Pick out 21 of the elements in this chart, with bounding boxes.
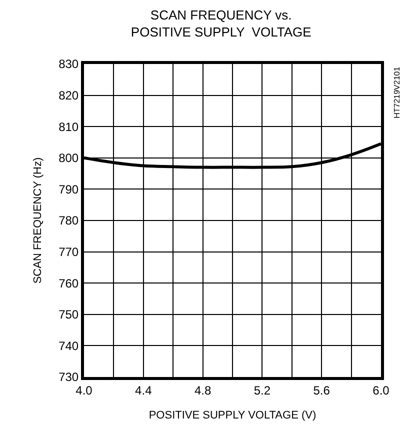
x-tick-label: 5.2 [254,383,271,398]
y-tick-label: 750 [58,308,79,322]
x-tick-label: 6.0 [372,383,390,398]
text: HT7219V2101 [392,66,402,118]
x-tick-label: 5.6 [313,383,330,398]
chart-title: SCAN FREQUENCY vs. POSITIVE SUPPLY VOLTAGE [130,7,312,40]
y-tick-label: 810 [58,120,79,134]
y-tick-label: 730 [58,370,79,384]
y-tick-label: 770 [58,245,79,259]
y-tick-label: 800 [58,151,79,166]
y-tick-label: 790 [58,182,79,196]
y-tick-label: 820 [58,88,79,102]
x-axis-title: POSITIVE SUPPLY VOLTAGE (V) [148,410,316,422]
x-tick-label: 4.8 [194,383,212,398]
y-tick-label: 740 [58,338,79,353]
y-tick-label: 830 [58,57,79,72]
y-tick-label: 760 [58,276,79,290]
x-tick-label: 4.0 [76,383,93,398]
y-axis-title: SCAN FREQUENCY (Hz) [32,157,44,284]
x-tick-label: 4.4 [135,383,152,398]
y-tick-label: 780 [58,214,79,228]
